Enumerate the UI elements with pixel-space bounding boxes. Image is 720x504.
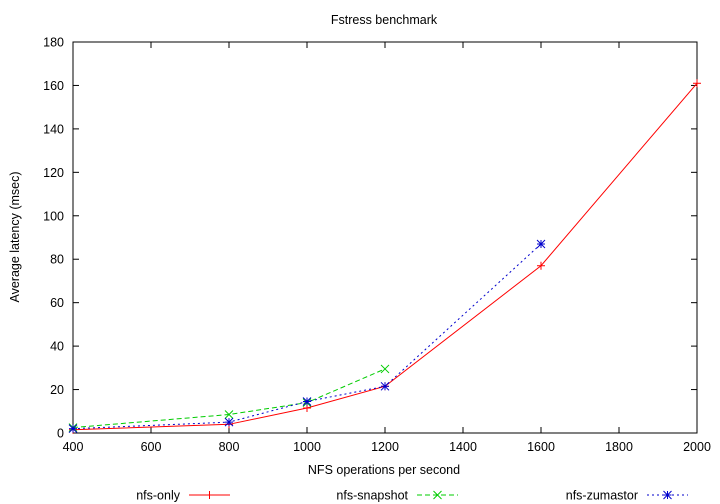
- point-marker-d2: [68, 424, 78, 434]
- x-tick-label: 2000: [683, 440, 711, 454]
- x-tick-label: 400: [63, 440, 84, 454]
- series-line-nfs-snapshot: [72, 368, 386, 429]
- x-tick-label: 600: [141, 440, 162, 454]
- data-point-nfs-snapshot: [380, 364, 390, 374]
- y-tick-label: 180: [43, 36, 64, 50]
- x-axis-label: NFS operations per second: [308, 463, 460, 477]
- point-marker-d2: [302, 397, 312, 406]
- legend-item-nfs-snapshot: nfs-snapshot: [336, 489, 458, 503]
- x-tick-label: 1600: [527, 440, 555, 454]
- legend-marker: [663, 490, 672, 500]
- point-marker-d2: [224, 417, 234, 427]
- x-tick-label: 1000: [293, 440, 321, 454]
- legend-item-nfs-zumastor: nfs-zumastor: [566, 489, 688, 503]
- y-tick-label: 20: [50, 383, 64, 397]
- legend: nfs-only nfs-snapshot nfs-zumastor: [136, 489, 688, 503]
- point-marker-d2: [380, 381, 390, 391]
- legend-marker: [205, 491, 214, 499]
- y-tick-label: 40: [50, 340, 64, 354]
- x-tick-label: 1800: [605, 440, 633, 454]
- plot-frame: [72, 41, 698, 434]
- y-tick-label: 120: [43, 166, 64, 180]
- legend-label: nfs-zumastor: [566, 489, 638, 503]
- y-tick-label: 80: [50, 253, 64, 267]
- y-tick-label: 60: [50, 296, 64, 310]
- series-nfs-snapshot: [68, 364, 390, 432]
- point-marker-d2: [380, 364, 390, 374]
- x-tick-label: 800: [219, 440, 240, 454]
- y-tick-label: 0: [57, 427, 64, 441]
- x-tick-label: 1400: [449, 440, 477, 454]
- legend-marker: [433, 490, 442, 500]
- chart-title: Fstress benchmark: [331, 13, 438, 27]
- x-tick-label: 1200: [371, 440, 399, 454]
- legend-label: nfs-snapshot: [336, 489, 408, 503]
- series-line-nfs-only: [72, 82, 698, 431]
- y-tick-label: 140: [43, 122, 64, 136]
- data-point-nfs-zumastor: [536, 239, 546, 249]
- data-point-nfs-only: [537, 261, 545, 270]
- axis-ticks: 400 600 800 1000 1200 1400 1600 1800 2000 0 20 40 60…: [43, 36, 711, 455]
- legend-marker-d2: [433, 490, 442, 500]
- legend-label: nfs-only: [136, 489, 181, 503]
- point-marker-d2: [536, 239, 546, 249]
- y-tick-label: 100: [43, 209, 64, 223]
- series-nfs-only: [69, 79, 701, 434]
- legend-marker-d2: [663, 490, 672, 500]
- data-point-nfs-only: [693, 79, 701, 88]
- data-point-nfs-zumastor: [380, 381, 390, 391]
- y-tick-label: 160: [43, 79, 64, 93]
- data-point-nfs-snapshot: [224, 410, 234, 419]
- data-point-nfs-zumastor: [302, 397, 312, 406]
- data-point-nfs-zumastor: [224, 417, 234, 427]
- y-axis-label: Average latency (msec): [8, 171, 22, 302]
- series-nfs-zumastor: [68, 239, 546, 434]
- series-layer: [68, 79, 701, 434]
- legend-item-nfs-only: nfs-only: [136, 489, 230, 503]
- data-point-nfs-zumastor: [68, 424, 78, 434]
- point-marker-d2: [224, 410, 234, 419]
